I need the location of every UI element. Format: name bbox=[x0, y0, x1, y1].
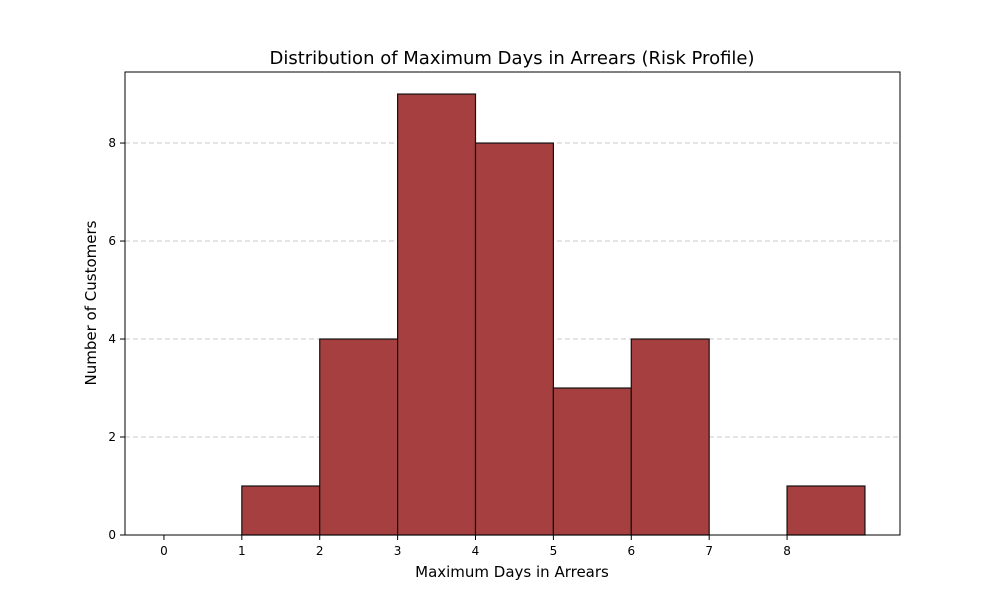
y-tick-label: 0 bbox=[108, 528, 116, 542]
chart-title: Distribution of Maximum Days in Arrears … bbox=[269, 48, 754, 69]
axis-ticks: 0 1 2 3 4 5 6 7 8 0 2 4 6 8 bbox=[108, 136, 791, 558]
histogram-bar bbox=[786, 485, 866, 536]
histogram-bar bbox=[397, 93, 477, 536]
y-tick-label: 4 bbox=[108, 332, 116, 346]
histogram-bar bbox=[241, 485, 321, 536]
y-axis-label: Number of Customers bbox=[82, 220, 100, 385]
x-tick-label: 1 bbox=[238, 544, 246, 558]
x-tick-label: 4 bbox=[472, 544, 480, 558]
x-tick-label: 2 bbox=[316, 544, 324, 558]
y-tick-label: 8 bbox=[108, 136, 116, 150]
x-tick-label: 7 bbox=[705, 544, 713, 558]
y-tick-label: 6 bbox=[108, 234, 116, 248]
x-tick-label: 8 bbox=[783, 544, 791, 558]
histogram-bar bbox=[474, 142, 554, 536]
y-tick-label: 2 bbox=[108, 430, 116, 444]
histogram-bar bbox=[630, 338, 710, 536]
x-tick-label: 6 bbox=[627, 544, 635, 558]
x-tick-label: 5 bbox=[550, 544, 558, 558]
bars bbox=[241, 93, 866, 536]
x-axis-label: Maximum Days in Arrears bbox=[415, 563, 609, 581]
plot-frame bbox=[124, 71, 901, 536]
histogram-bar bbox=[319, 338, 399, 536]
histogram-bar bbox=[552, 387, 632, 536]
x-tick-label: 3 bbox=[394, 544, 402, 558]
x-tick-label: 0 bbox=[160, 544, 168, 558]
